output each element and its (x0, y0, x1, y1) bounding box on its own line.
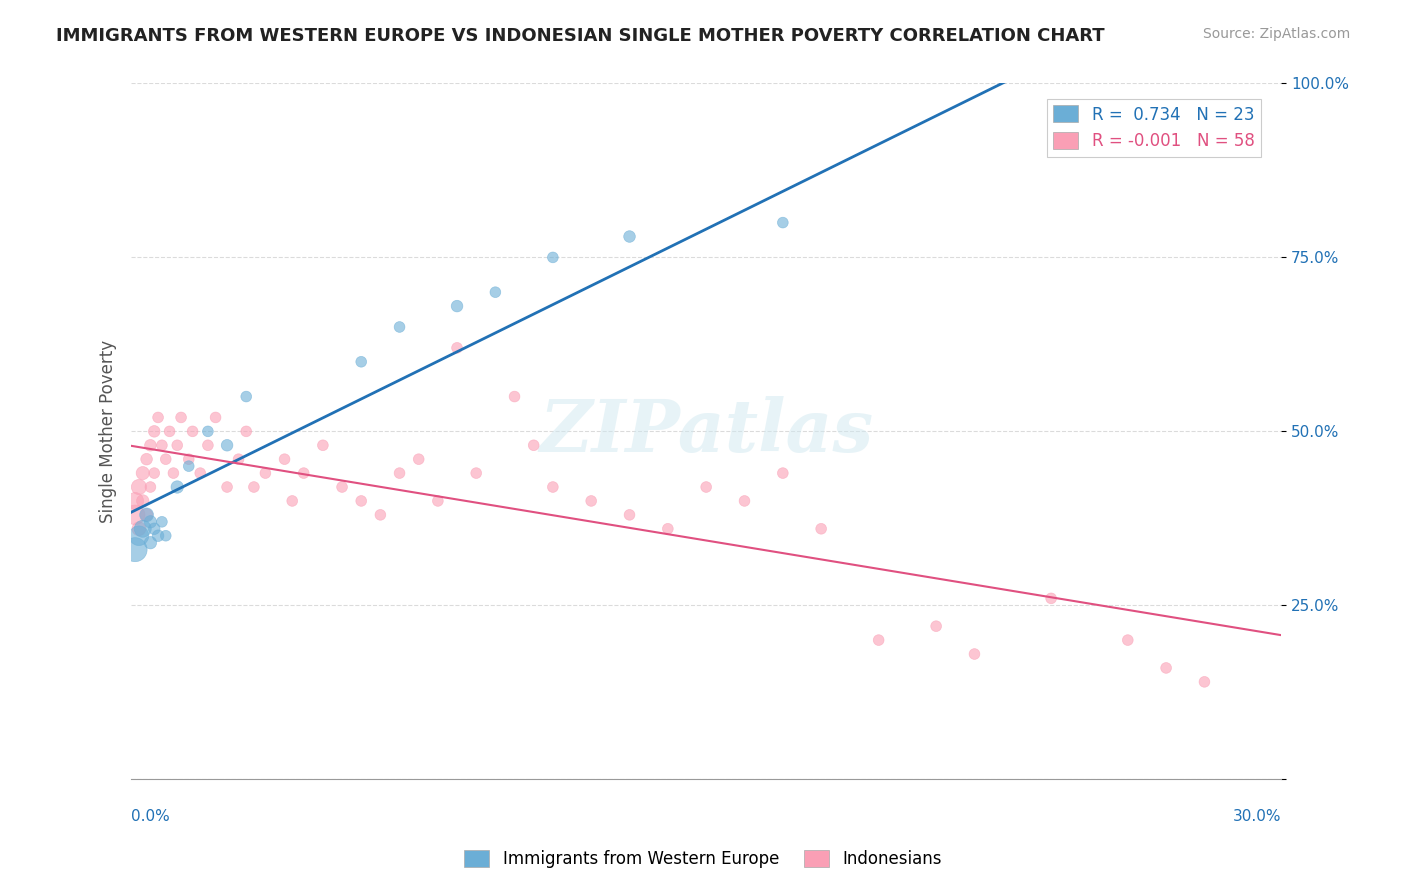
Point (139, 480, 162, 494)
Point (139, 438, 162, 452)
Point (925, 619, 948, 633)
Point (188, 466, 211, 480)
Point (446, 341, 468, 355)
Point (132, 522, 155, 536)
Point (1040, 591, 1063, 606)
Point (408, 452, 430, 467)
Point (135, 452, 157, 467)
Point (868, 633, 890, 648)
Point (159, 425, 181, 439)
Point (139, 535, 162, 549)
Point (132, 466, 155, 480)
Point (197, 438, 219, 452)
Point (197, 425, 219, 439)
Point (619, 229, 641, 244)
Point (166, 438, 188, 452)
Point (772, 216, 794, 230)
Point (128, 529, 150, 543)
Point (292, 466, 315, 480)
Point (128, 480, 150, 494)
Point (181, 425, 204, 439)
Y-axis label: Single Mother Poverty: Single Mother Poverty (100, 340, 117, 523)
Point (177, 459, 200, 474)
Point (139, 515, 162, 529)
Point (734, 494, 756, 508)
Point (124, 508, 146, 522)
Text: IMMIGRANTS FROM WESTERN EUROPE VS INDONESIAN SINGLE MOTHER POVERTY CORRELATION C: IMMIGRANTS FROM WESTERN EUROPE VS INDONE… (56, 27, 1105, 45)
Point (124, 494, 146, 508)
Point (170, 410, 193, 425)
Point (657, 522, 679, 536)
Point (155, 529, 177, 543)
Point (619, 508, 641, 522)
Point (388, 466, 411, 480)
Point (143, 522, 166, 536)
Point (281, 494, 304, 508)
Text: 30.0%: 30.0% (1233, 809, 1281, 824)
Point (1078, 112, 1101, 126)
Point (273, 452, 295, 467)
Point (146, 410, 169, 425)
Point (312, 438, 335, 452)
Point (135, 508, 157, 522)
Point (143, 466, 166, 480)
Point (1194, 674, 1216, 689)
Point (772, 466, 794, 480)
Point (484, 285, 506, 300)
Point (124, 542, 146, 557)
Point (370, 508, 392, 522)
Point (810, 522, 832, 536)
Point (426, 494, 449, 508)
Point (135, 508, 157, 522)
Point (146, 529, 169, 543)
Point (695, 480, 717, 494)
Point (579, 494, 602, 508)
Point (132, 494, 155, 508)
Legend: R =  0.734   N = 23, R = -0.001   N = 58: R = 0.734 N = 23, R = -0.001 N = 58 (1046, 99, 1261, 157)
Point (465, 466, 488, 480)
Point (217, 438, 239, 452)
Point (155, 452, 177, 467)
Point (446, 299, 468, 313)
Point (166, 480, 188, 494)
Point (1116, 633, 1139, 648)
Point (503, 390, 526, 404)
Point (128, 522, 150, 536)
Point (963, 647, 986, 661)
Point (162, 466, 184, 480)
Point (235, 425, 257, 439)
Point (254, 466, 277, 480)
Point (177, 452, 200, 467)
Point (150, 438, 173, 452)
Point (243, 480, 266, 494)
Point (235, 390, 257, 404)
Legend: Immigrants from Western Europe, Indonesians: Immigrants from Western Europe, Indonesi… (457, 843, 949, 875)
Text: 0.0%: 0.0% (131, 809, 170, 824)
Point (388, 320, 411, 334)
Point (150, 515, 173, 529)
Point (541, 251, 564, 265)
Text: Source: ZipAtlas.com: Source: ZipAtlas.com (1202, 27, 1350, 41)
Point (228, 452, 250, 467)
Point (217, 480, 239, 494)
Point (330, 480, 353, 494)
Point (350, 494, 373, 508)
Text: ZIPatlas: ZIPatlas (538, 396, 873, 467)
Point (204, 410, 226, 425)
Point (523, 438, 546, 452)
Point (541, 480, 564, 494)
Point (1154, 661, 1177, 675)
Point (143, 425, 166, 439)
Point (350, 355, 373, 369)
